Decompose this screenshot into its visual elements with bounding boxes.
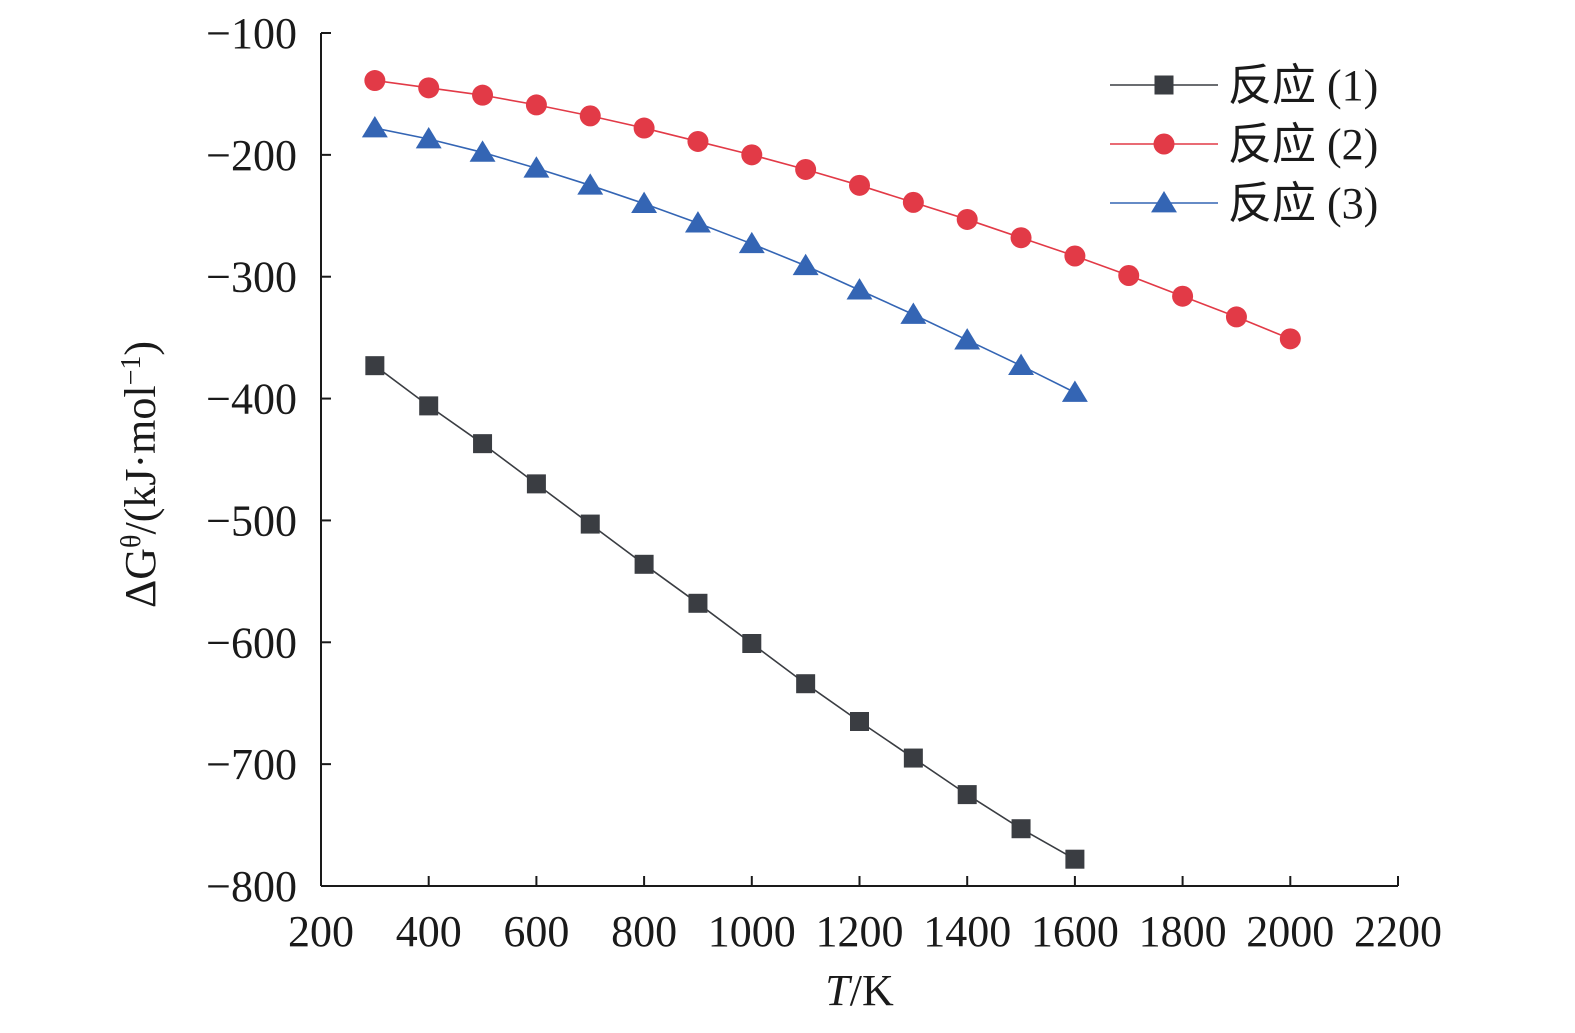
y-tick-label: −600 [206,618,297,667]
y-tick-label: −100 [206,9,297,58]
series-2-point [1172,285,1194,307]
series-3-point [738,231,765,254]
y-axis-label-sup2: −1 [116,356,147,386]
y-tick-label: −800 [206,862,297,911]
series-2-point [956,208,978,230]
legend-item-2: 反应 (2) [1110,120,1378,169]
series-2-point [1225,306,1247,328]
series-2-point [741,144,763,166]
series-1-point [634,554,654,574]
series-2-point [1010,227,1032,249]
legend-label: 反应 (2) [1228,120,1378,169]
legend: 反应 (1) 反应 (2) 反应 (3) [1110,61,1378,228]
series-1-point [1011,819,1031,839]
x-axis-label: T/K [825,966,894,1015]
x-tick-label: 1600 [1031,907,1119,956]
x-axis-label-var: T [825,966,853,1015]
legend-item-1: 反应 (1) [1110,61,1378,110]
series-2-point [1118,264,1140,286]
series-layer [361,70,1301,869]
x-tick-label: 1400 [923,907,1011,956]
y-axis-label-main: ΔG [116,548,165,608]
x-tick-label: 2200 [1354,907,1442,956]
series-1-point [473,434,493,454]
series-2-point [364,70,386,92]
x-tick-label: 600 [503,907,569,956]
legend-marker [1151,191,1177,213]
y-axis-label: ΔGθ/(kJ·mol−1) [116,341,166,608]
series-1-point [419,396,439,416]
axes: −100 −200 −300 −400 −500 −600 −700 −800 200 400 6… [206,9,1442,956]
series-3-point [523,156,550,178]
series-3-point [792,253,819,276]
y-axis-label-mid: /(kJ·mol [116,385,165,534]
y-tick-label: −500 [206,496,297,545]
series-2-point [902,191,924,213]
series-3 [361,116,1088,402]
series-1-point [526,474,546,494]
series-1-point [688,593,708,613]
x-tick-label: 400 [396,907,462,956]
series-1-point [1065,849,1085,869]
series-3-point [684,211,711,233]
series-3-point [577,173,604,195]
series-3-point [361,116,388,138]
y-axis-label-sup: θ [116,535,147,548]
series-3-point [469,140,496,162]
legend-label: 反应 (1) [1228,61,1378,110]
x-tick-label: 1800 [1139,907,1227,956]
y-tick-label: −700 [206,740,297,789]
x-tick-label: 800 [611,907,677,956]
series-2-point [849,174,870,196]
y-axis-label-end: ) [116,341,165,356]
series-1-point [957,785,977,805]
legend-label: 反应 (3) [1228,179,1378,228]
legend-marker [1154,75,1174,95]
series-3-point [954,328,981,350]
x-tick-label: 1200 [816,907,904,956]
legend-marker [1153,133,1175,155]
series-1-point [796,674,816,694]
y-ticks: −100 −200 −300 −400 −500 −600 −700 −800 [206,9,331,911]
x-tick-label: 200 [288,907,354,956]
series-2-point [633,117,655,139]
y-tick-label: −200 [206,131,297,180]
x-tick-label: 1000 [708,907,796,956]
series-2-point [472,84,494,106]
series-3-point [846,278,873,300]
x-tick-label: 2000 [1246,907,1334,956]
series-2-point [1064,245,1086,267]
series-2-point [579,105,601,127]
series-1-point [580,514,600,534]
series-1-point [850,711,869,731]
series-1-point [903,748,923,768]
series-2 [364,70,1301,350]
series-3-point [900,302,927,324]
series-3-point [1061,380,1088,402]
series-3-point [631,191,658,213]
x-axis-label-unit: /K [850,966,894,1015]
series-2-point [525,94,547,116]
series-3-point [415,127,442,149]
series-1 [365,356,1085,869]
series-2-point [418,77,440,99]
series-1-point [365,356,385,376]
legend-item-3: 反应 (3) [1110,179,1378,228]
series-2-point [1279,328,1301,350]
x-ticks: 200 400 600 800 1000 1200 1400 1600 1800 2000 2200 [288,876,1442,956]
series-2-point [687,130,709,152]
series-2-point [795,158,817,180]
y-tick-label: −300 [206,253,297,302]
y-tick-label: −400 [206,375,297,424]
series-3-line [374,127,1076,394]
series-3-point [1008,353,1035,376]
series-1-point [742,634,762,654]
